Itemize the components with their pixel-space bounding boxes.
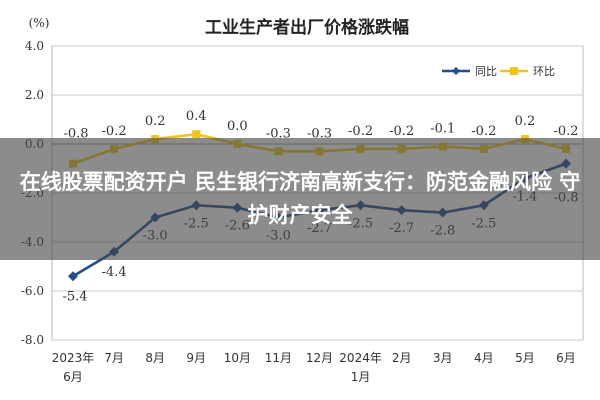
data-label: 0.2 bbox=[515, 114, 536, 129]
x-tick-label-line: 7月 bbox=[104, 351, 124, 365]
x-tick-label-line: 2024年 bbox=[339, 351, 382, 365]
data-label: -0.2 bbox=[471, 124, 496, 139]
data-label: -0.2 bbox=[102, 124, 127, 139]
y-tick-label: -8.0 bbox=[21, 333, 44, 347]
data-label: 0.2 bbox=[145, 114, 166, 129]
x-tick-label: 10月 bbox=[224, 351, 251, 365]
x-tick-label-line: 12月 bbox=[306, 351, 333, 365]
x-tick-label: 2023年 6月 bbox=[52, 351, 95, 384]
x-tick-label: 11月 bbox=[265, 351, 292, 365]
x-tick-label-line: 8月 bbox=[145, 351, 165, 365]
x-tick-label-line: 9月 bbox=[186, 351, 206, 365]
x-tick-label: 2月 bbox=[392, 351, 412, 365]
x-tick-label: 5月 bbox=[515, 351, 535, 365]
x-tick-label-line: 6月 bbox=[556, 351, 576, 365]
legend-swatch-marker bbox=[452, 67, 460, 75]
data-label: -0.2 bbox=[348, 124, 373, 139]
x-tick-label-line: 10月 bbox=[224, 351, 251, 365]
data-label: -0.3 bbox=[266, 126, 291, 141]
x-axis-ticks: 2023年 6月 7月 8月 9月 10月 11月 12月 2024年 1月 2月 3月 4月 5月 6月 bbox=[52, 351, 576, 384]
data-label: -0.2 bbox=[553, 124, 578, 139]
x-tick-label-line: 5月 bbox=[515, 351, 535, 365]
series-marker bbox=[68, 271, 78, 282]
data-label: -0.2 bbox=[389, 124, 414, 139]
legend: 同比 环比 bbox=[442, 65, 555, 78]
x-tick-label: 12月 bbox=[306, 351, 333, 365]
y-tick-label: 2.0 bbox=[25, 88, 44, 102]
chart-title: 工业生产者出厂价格涨跌幅 bbox=[205, 17, 409, 38]
headline-text: 在线股票配资开户 民生银行济南高新支行：防范金融风险 守护财产安全 bbox=[19, 170, 581, 227]
x-tick-label-line: 6月 bbox=[63, 370, 83, 384]
data-label: -5.4 bbox=[62, 289, 87, 304]
data-label: 0.0 bbox=[227, 119, 248, 134]
data-label: 0.4 bbox=[186, 109, 207, 124]
x-tick-label-line: 3月 bbox=[433, 351, 453, 365]
legend-label: 环比 bbox=[533, 65, 555, 78]
x-tick-label: 6月 bbox=[556, 351, 576, 365]
y-tick-label: -6.0 bbox=[21, 284, 44, 298]
legend-swatch-marker bbox=[510, 67, 518, 75]
x-tick-label: 9月 bbox=[186, 351, 206, 365]
x-tick-label-line: 4月 bbox=[474, 351, 494, 365]
data-label: -0.1 bbox=[430, 121, 455, 136]
series-marker bbox=[192, 130, 201, 139]
data-label: -4.4 bbox=[102, 265, 127, 280]
y-unit-label: (%) bbox=[29, 16, 50, 30]
headline-banner: 在线股票配资开户 民生银行济南高新支行：防范金融风险 守护财产安全 bbox=[0, 138, 600, 260]
x-tick-label-line: 11月 bbox=[265, 351, 292, 365]
x-tick-label-line: 2023年 bbox=[52, 351, 95, 365]
x-tick-label: 2024年 1月 bbox=[339, 351, 382, 384]
x-tick-label-line: 2月 bbox=[392, 351, 412, 365]
y-tick-label: 4.0 bbox=[25, 39, 44, 53]
x-tick-label: 3月 bbox=[433, 351, 453, 365]
x-tick-label: 4月 bbox=[474, 351, 494, 365]
legend-label: 同比 bbox=[475, 65, 497, 78]
data-label: -0.3 bbox=[307, 126, 332, 141]
x-tick-label: 8月 bbox=[145, 351, 165, 365]
data-label: -0.8 bbox=[63, 127, 88, 142]
x-tick-label-line: 1月 bbox=[351, 370, 371, 384]
x-tick-label: 7月 bbox=[104, 351, 124, 365]
